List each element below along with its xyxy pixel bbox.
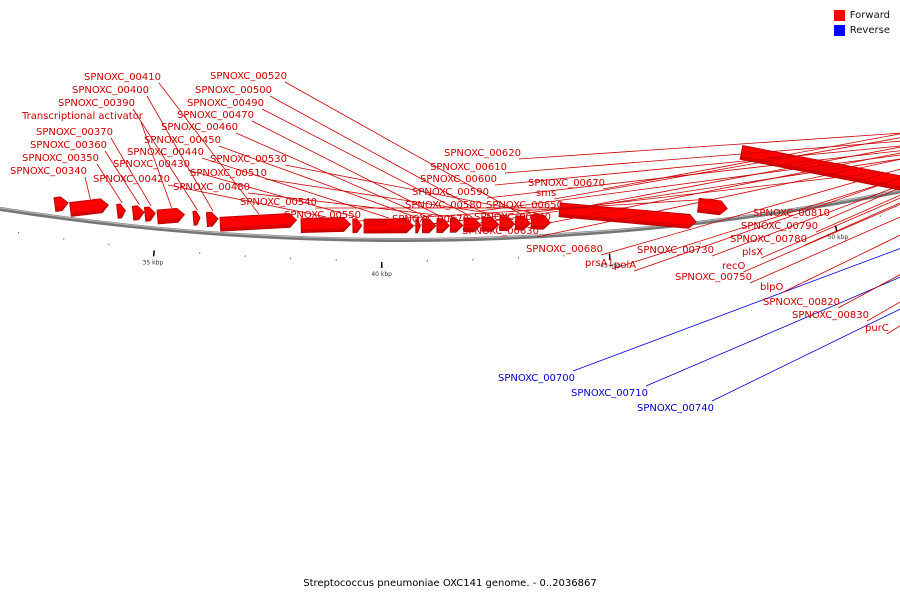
- gene-label: SPNOXC_00350: [22, 153, 99, 164]
- gene-label: SPNOXC_00480: [173, 182, 250, 193]
- gene-label: SPNOXC_00420: [93, 174, 170, 185]
- gene-arrow: [144, 206, 156, 221]
- gene-label: SPNOXC_00430: [113, 159, 190, 170]
- reverse-swatch: [834, 25, 845, 36]
- gene-label-leader: [554, 78, 900, 199]
- gene-label: SPNOXC_00820: [763, 297, 840, 308]
- gene-label: SPNOXC_00610: [430, 162, 507, 173]
- legend-reverse: Reverse: [834, 23, 890, 38]
- gene-label: sms: [536, 188, 556, 199]
- gene-label: SPNOXC_00470: [177, 110, 254, 121]
- gene-label: SPNOXC_00710: [571, 388, 648, 399]
- gene-arrow: [132, 205, 145, 220]
- gene-label: SPNOXC_00340: [10, 166, 87, 177]
- scale-major-tick: [836, 225, 837, 231]
- gene-label-leader: [887, 0, 900, 334]
- gene-label: SPNOXC_00400: [72, 85, 149, 96]
- gene-label: SPNOXC_00390: [58, 98, 135, 109]
- gene-label: SPNOXC_00360: [30, 140, 107, 151]
- gene-label: SPNOXC_00440: [127, 147, 204, 158]
- gene-label: SPNOXC_00550: [284, 210, 361, 221]
- gene-label: SPNOXC_00700: [498, 373, 575, 384]
- gene-label: recO: [722, 261, 746, 272]
- gene-label-leader: [519, 119, 900, 159]
- gene-label: SPNOXC_00790: [741, 221, 818, 232]
- gene-label: SPNOXC_00540: [240, 197, 317, 208]
- gene-label: Transcriptional activator: [21, 111, 144, 122]
- gene-label: pblB: [366, 218, 388, 229]
- gene-label: SPNOXC_00650: [486, 200, 563, 211]
- gene-label: SPNOXC_00620: [444, 148, 521, 159]
- gene-label: SPNOXC_00630: [462, 226, 539, 237]
- scale-label: 35 kbp: [143, 259, 164, 266]
- scale-label: 50 kbp: [828, 234, 849, 241]
- gene-label: blpO: [760, 282, 783, 293]
- gene-label: SPNOXC_00520: [210, 71, 287, 82]
- gene-label: purC: [865, 323, 889, 334]
- scale-label: 40 kbp: [371, 271, 392, 278]
- gene-arrow: [70, 198, 110, 217]
- gene-label: SPNOXC_00680: [526, 244, 603, 255]
- gene-label: SPNOXC_00830: [792, 310, 869, 321]
- gene-label-leader: [712, 0, 900, 401]
- gene-label-leader: [781, 0, 900, 293]
- gene-arrow: [206, 212, 218, 227]
- gene-label: SPNOXC_00370: [36, 127, 113, 138]
- legend-forward: Forward: [834, 8, 890, 23]
- gene-arrow: [54, 196, 69, 212]
- gene-label: SPNOXC_00580: [405, 200, 482, 211]
- gene-label: SPNOXC_00750: [675, 272, 752, 283]
- gene-label: SPNOXC_00570: [392, 214, 469, 225]
- gene-label: SPNOXC_00780: [730, 234, 807, 245]
- gene-label: SPNOXC_00590: [412, 187, 489, 198]
- gene-arrow: [117, 203, 127, 218]
- gene-labels: SPNOXC_00340 SPNOXC_00350 SPNOXC_00360 SPNO…: [10, 0, 900, 414]
- gene-label: SPNOXC_00740: [637, 403, 714, 414]
- legend-forward-label: Forward: [850, 10, 890, 21]
- gene-label: SPNOXC_00730: [637, 245, 714, 256]
- gene-label: SPNOXC_00490: [187, 98, 264, 109]
- gene-label: SPNOXC_00810: [753, 208, 830, 219]
- gene-label-leader: [85, 177, 90, 199]
- gene-label: SPNOXC_00600: [420, 174, 497, 185]
- legend-reverse-label: Reverse: [850, 25, 890, 36]
- gene-label: prsA1: [585, 258, 614, 269]
- map-caption: Streptococcus pneumoniae OXC141 genome. …: [0, 578, 900, 589]
- legend: Forward Reverse: [834, 8, 890, 38]
- scale-major-tick: [154, 250, 155, 256]
- gene-label: SPNOXC_00670: [528, 178, 605, 189]
- gene-label: SPNOXC_00640: [474, 212, 551, 223]
- gene-label: SPNOXC_00450: [144, 135, 221, 146]
- gene-arrow: [193, 211, 201, 225]
- gene-label: SPNOXC_00410: [84, 72, 161, 83]
- gene-arrow: [157, 208, 185, 224]
- gene-label: SPNOXC_00530: [210, 154, 287, 165]
- forward-swatch: [834, 10, 845, 21]
- gene-label: plsX: [742, 247, 763, 258]
- gene-arrow: [697, 198, 728, 215]
- gene-label: polA: [614, 260, 636, 271]
- gene-label: SPNOXC_00460: [161, 122, 238, 133]
- gene-label: SPNOXC_00510: [190, 168, 267, 179]
- gene-label: SPNOXC_00500: [195, 85, 272, 96]
